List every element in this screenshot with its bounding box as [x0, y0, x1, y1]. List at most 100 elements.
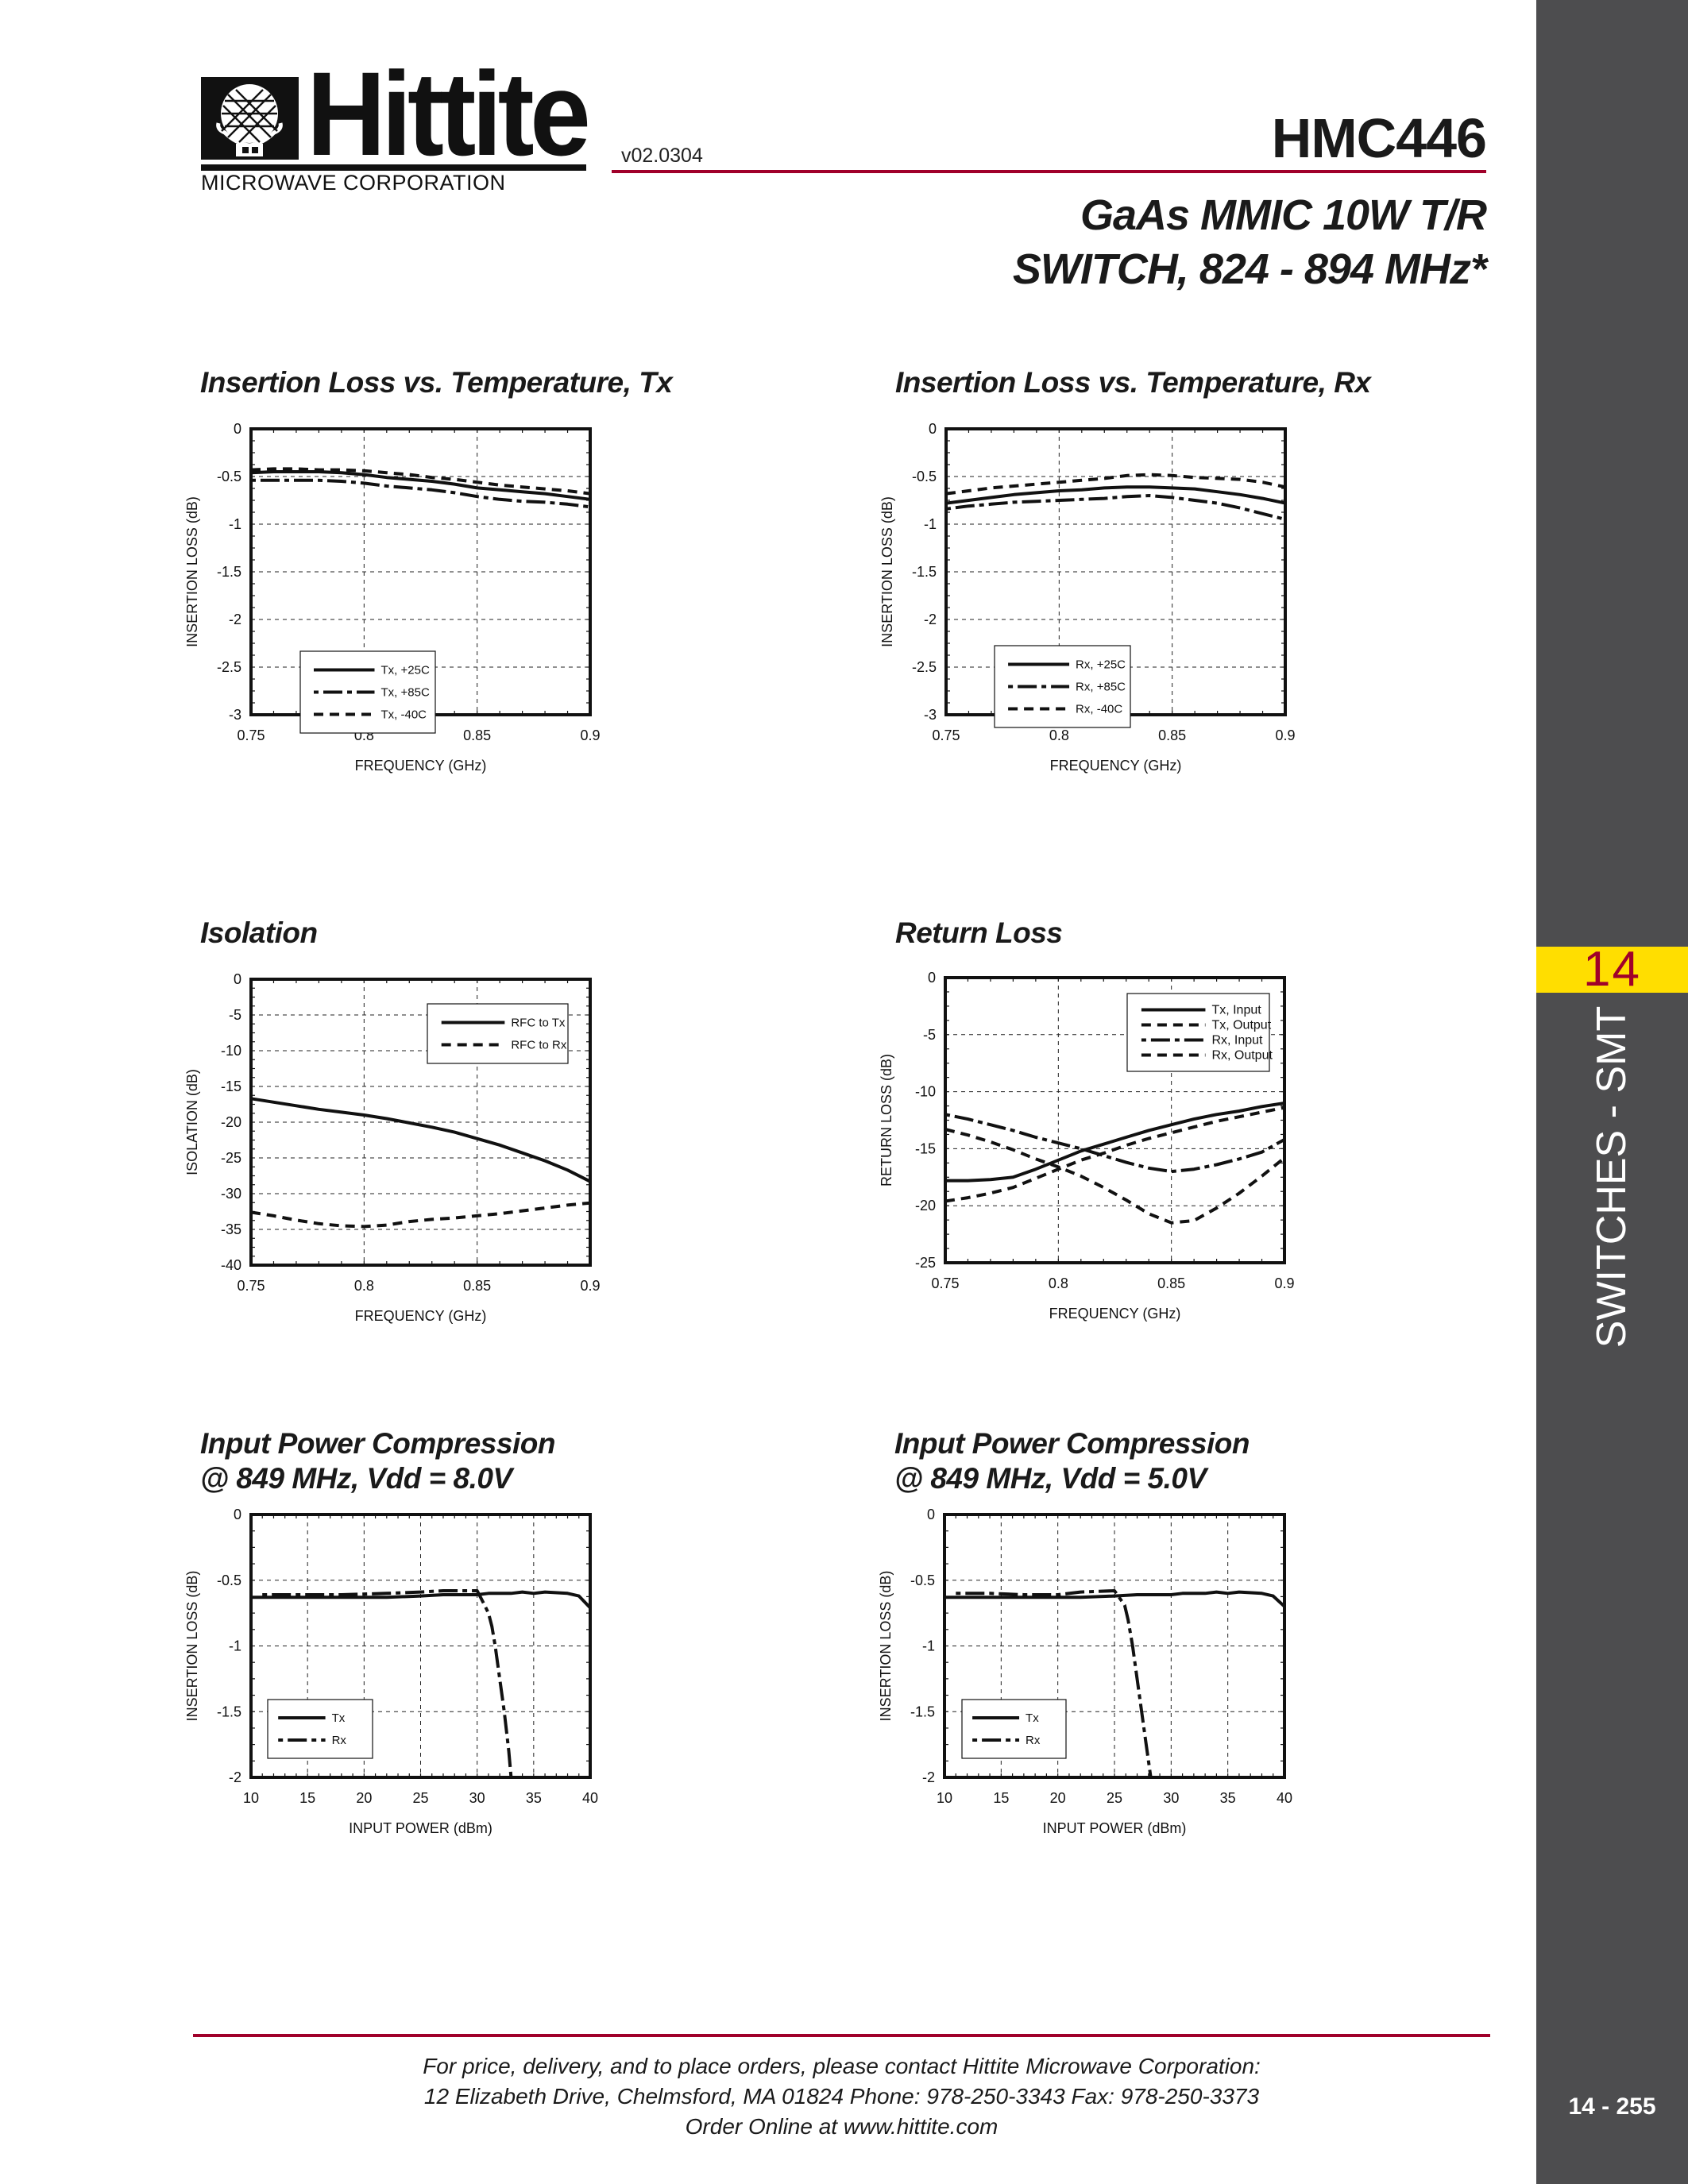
svg-text:-25: -25 [221, 1150, 241, 1166]
logo-underline [201, 164, 586, 171]
svg-text:-15: -15 [221, 1078, 241, 1094]
series-tx-input [945, 1102, 1285, 1183]
svg-text:0.9: 0.9 [1274, 1275, 1294, 1291]
series-tx-25c [250, 470, 591, 501]
svg-text:20: 20 [1050, 1790, 1066, 1806]
comp8-plot: 10 15 20 25 30 35 40 0 -0.5 -1 -1.5 -2 INPUT POWER (… [184, 1507, 598, 1836]
svg-text:Rx: Rx [332, 1734, 347, 1747]
chart-title-comp5-line2: @ 849 MHz, Vdd = 5.0V [894, 1462, 1207, 1495]
series-rx [262, 1589, 513, 1778]
series-tx [251, 1590, 592, 1609]
svg-text:FREQUENCY (GHz): FREQUENCY (GHz) [1049, 1306, 1181, 1322]
section-sidebar [1536, 0, 1688, 2184]
series-tx-85c [251, 478, 591, 509]
il_rx-plot: 0.75 0.8 0.85 0.9 0 -0.5 -1 -1.5 -2 -2.5 -3 FREQUEN… [879, 421, 1296, 774]
svg-text:-1: -1 [229, 1638, 241, 1654]
series-tx-40c [250, 467, 591, 496]
chart-title-return-loss: Return Loss [895, 916, 1063, 949]
chart-title-comp5-line1: Input Power Compression [894, 1427, 1250, 1460]
svg-text:Rx, Input: Rx, Input [1211, 1034, 1263, 1048]
footer-divider [193, 2034, 1490, 2037]
svg-text:-0.5: -0.5 [912, 469, 937, 484]
series-rx-85c [945, 494, 1286, 521]
svg-text:-10: -10 [915, 1084, 936, 1100]
isolation-plot: 0.75 0.8 0.85 0.9 0 -5 -10 -15 -20 -25 -30 -35 -40 FR… [184, 971, 601, 1324]
svg-text:-1.5: -1.5 [217, 564, 241, 580]
svg-text:10: 10 [243, 1790, 259, 1806]
svg-text:RFC to Rx: RFC to Rx [511, 1039, 567, 1052]
svg-text:RETURN LOSS (dB): RETURN LOSS (dB) [879, 1054, 894, 1187]
svg-text:-5: -5 [923, 1027, 936, 1043]
svg-text:-1: -1 [229, 516, 241, 532]
product-subtitle-line2: SWITCH, 824 - 894 MHz* [1012, 245, 1487, 293]
svg-text:40: 40 [1277, 1790, 1292, 1806]
svg-text:-2: -2 [922, 1769, 935, 1785]
chart-title-il-rx: Insertion Loss vs. Temperature, Rx [895, 366, 1371, 399]
isolation-legend: RFC to Tx RFC to Rx [427, 1003, 569, 1064]
svg-text:Rx, -40C: Rx, -40C [1076, 703, 1122, 716]
svg-text:0.9: 0.9 [580, 1278, 600, 1294]
svg-text:Rx, Output: Rx, Output [1211, 1049, 1273, 1063]
svg-text:0: 0 [927, 1507, 935, 1522]
svg-text:Tx, +25C: Tx, +25C [381, 664, 430, 677]
logo-subtitle: MICROWAVE CORPORATION [201, 171, 506, 195]
svg-text:-2: -2 [229, 612, 241, 627]
comp8-legend: Tx Rx [267, 1699, 373, 1759]
series-rx-input [944, 1113, 1285, 1174]
svg-text:FREQUENCY (GHz): FREQUENCY (GHz) [1050, 758, 1182, 774]
chart-title-comp8-line1: Input Power Compression [200, 1427, 555, 1460]
svg-text:0.85: 0.85 [1158, 727, 1186, 743]
return_loss-plot: 0.75 0.8 0.85 0.9 0 -5 -10 -15 -20 -25 FREQUENCY (… [879, 970, 1295, 1322]
svg-text:Rx, +85C: Rx, +85C [1076, 681, 1126, 694]
svg-text:-1: -1 [922, 1638, 935, 1654]
svg-text:Rx: Rx [1026, 1734, 1041, 1747]
svg-text:0.75: 0.75 [237, 1278, 265, 1294]
document-version: v02.0304 [621, 145, 703, 167]
il_tx-legend: Tx, +25C Tx, +85C Tx, -40C [299, 650, 436, 734]
svg-text:INPUT POWER (dBm): INPUT POWER (dBm) [1043, 1820, 1187, 1836]
svg-text:Tx: Tx [1026, 1711, 1039, 1725]
svg-text:-2: -2 [924, 612, 937, 627]
page-number: 14 - 255 [1568, 2093, 1656, 2120]
svg-text:25: 25 [1107, 1790, 1122, 1806]
section-tab-band [1536, 947, 1688, 993]
series-rx-25c [945, 485, 1286, 505]
svg-text:-3: -3 [229, 707, 241, 723]
svg-text:Tx, -40C: Tx, -40C [381, 708, 427, 722]
svg-text:25: 25 [412, 1790, 428, 1806]
series-rx-output [944, 1128, 1286, 1225]
svg-text:0.75: 0.75 [237, 727, 265, 743]
comp5-legend: Tx Rx [961, 1699, 1067, 1759]
svg-text:-2.5: -2.5 [912, 659, 937, 675]
svg-text:0.9: 0.9 [1275, 727, 1295, 743]
svg-text:-20: -20 [915, 1198, 936, 1214]
section-number: 14 [1583, 942, 1641, 997]
svg-text:ISOLATION (dB): ISOLATION (dB) [184, 1069, 200, 1175]
svg-text:-2: -2 [229, 1769, 241, 1785]
svg-text:-1.5: -1.5 [217, 1704, 241, 1719]
svg-text:Tx, +85C: Tx, +85C [381, 686, 430, 700]
svg-text:35: 35 [526, 1790, 542, 1806]
svg-text:15: 15 [993, 1790, 1009, 1806]
il_tx-plot: 0.75 0.8 0.85 0.90-0.5-1-1.5-2-2.5-3FREQUEN… [184, 421, 601, 774]
svg-text:0: 0 [234, 1507, 241, 1522]
footer-order-online-link[interactable]: Order Online at www.hittite.com [685, 2114, 999, 2139]
hittite-logo-icon [201, 77, 299, 160]
svg-text:-0.5: -0.5 [217, 1572, 241, 1588]
series-rx-40c [945, 473, 1286, 496]
series-rx [956, 1589, 1153, 1778]
svg-text:-35: -35 [221, 1221, 241, 1237]
logo-wordmark: Hittite [307, 47, 591, 180]
svg-text:0.8: 0.8 [1049, 1275, 1068, 1291]
svg-text:30: 30 [469, 1790, 485, 1806]
footer-contact-line: For price, delivery, and to place orders… [423, 2054, 1261, 2078]
svg-text:-30: -30 [221, 1186, 241, 1202]
footer-address-line: 12 Elizabeth Drive, Chelmsford, MA 01824… [423, 2084, 1260, 2109]
series-tx [944, 1590, 1286, 1608]
svg-text:Rx, +25C: Rx, +25C [1076, 658, 1126, 672]
svg-text:INSERTION LOSS (dB): INSERTION LOSS (dB) [184, 1571, 200, 1722]
svg-text:Tx, Output: Tx, Output [1211, 1019, 1271, 1032]
